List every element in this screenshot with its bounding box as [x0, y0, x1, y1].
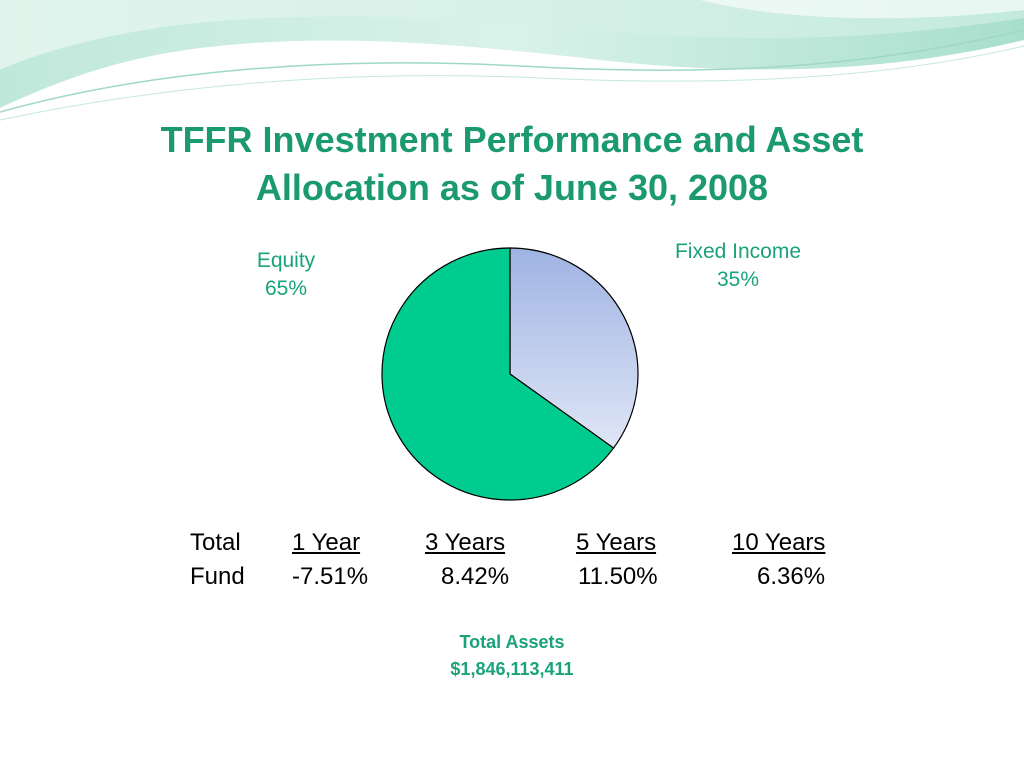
row-label-total: Total [190, 529, 241, 556]
equity-label-text: Equity [256, 249, 316, 272]
total-assets-block: Total Assets $1,846,113,411 [362, 629, 662, 683]
fixed-income-label-value: 35% [716, 268, 760, 291]
value-1-year: -7.51% [292, 563, 369, 590]
equity-slice-label: Equity 65% [236, 247, 336, 303]
header-3-years: 3 Years [425, 529, 506, 556]
allocation-pie-chart [381, 247, 639, 501]
fixed-income-slice [509, 247, 639, 449]
fixed-income-slice-label: Fixed Income 35% [648, 238, 828, 294]
title-line-1: TFFR Investment Performance and Asset [160, 119, 864, 160]
header-10-years: 10 Years [732, 529, 826, 556]
row-label-fund: Fund [190, 563, 245, 590]
fixed-income-label-text: Fixed Income [674, 240, 802, 263]
equity-slice [381, 247, 615, 501]
total-assets-value: $1,846,113,411 [450, 659, 574, 679]
performance-table: Total Fund 1 Year -7.51% 3 Years 8.42% 5… [0, 528, 1024, 598]
value-5-years: 11.50% [578, 563, 658, 590]
header-5-years: 5 Years [576, 529, 657, 556]
header-wave-decoration [0, 0, 1024, 121]
page-title: TFFR Investment Performance and Asset Al… [62, 116, 962, 212]
value-3-years: 8.42% [441, 563, 510, 590]
title-line-2: Allocation as of June 30, 2008 [255, 167, 769, 208]
header-1-year: 1 Year [292, 529, 361, 556]
value-10-years: 6.36% [757, 563, 826, 590]
total-assets-label: Total Assets [459, 632, 565, 652]
equity-label-value: 65% [264, 277, 308, 300]
